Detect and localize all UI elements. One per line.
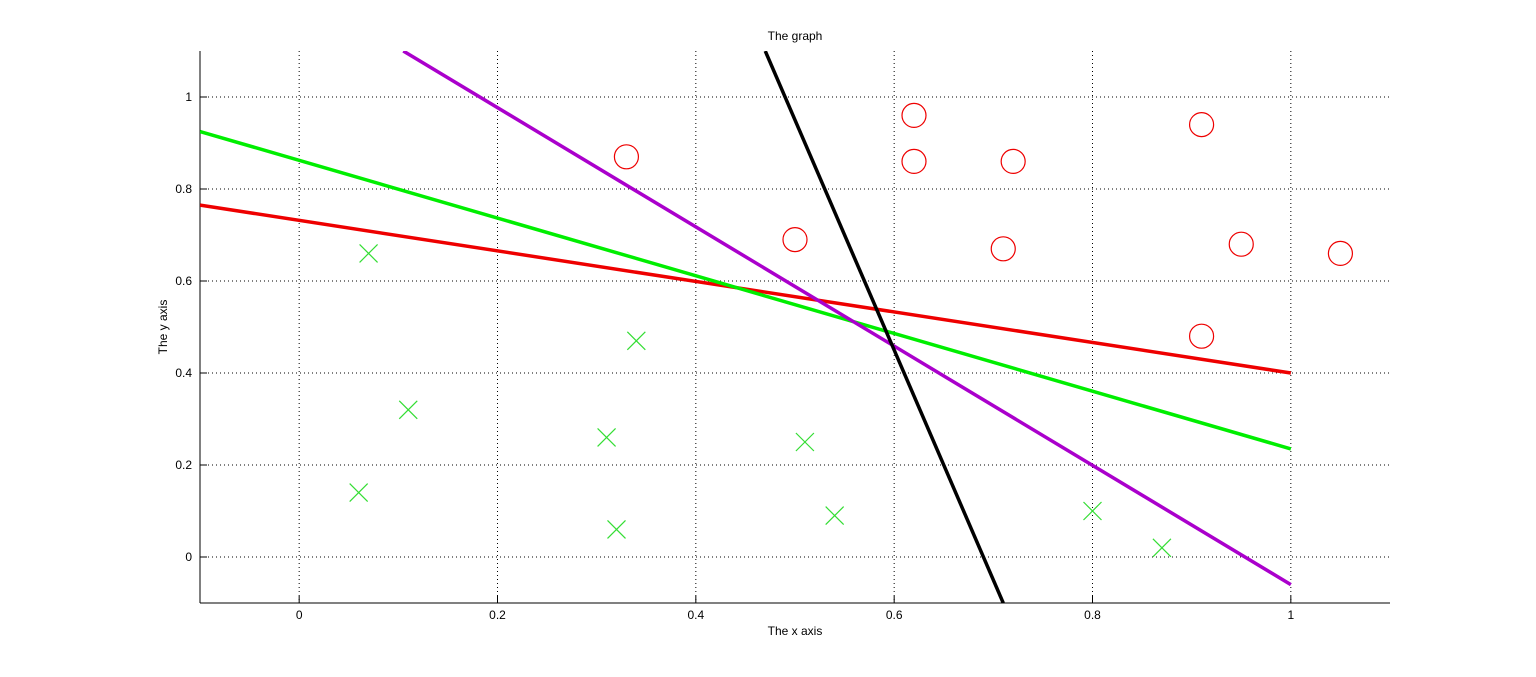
circle-point: [901, 148, 927, 174]
ticks: 0 0.2 0.4 0.6 0.8 1 0 0.2 0.4 0.6 0.8 1: [175, 90, 1294, 622]
y-tick-label: 0.4: [175, 366, 192, 380]
markers: [349, 102, 1354, 558]
y-tick-label: 0.2: [175, 458, 192, 472]
cross-stroke: [349, 483, 369, 503]
cross-stroke: [795, 432, 815, 452]
circle-point: [1188, 111, 1215, 138]
x-axis-label: The x axis: [768, 624, 823, 638]
cross-stroke: [359, 243, 379, 263]
cross-stroke: [1083, 501, 1102, 521]
cross-point: [1083, 501, 1102, 521]
axes: [199, 51, 1390, 604]
x-tick-label: 0.4: [687, 608, 704, 622]
circle-point: [1000, 148, 1026, 174]
cross-point: [349, 483, 369, 503]
series-line: [763, 51, 1005, 603]
chart-title: The graph: [768, 29, 823, 43]
circle-point: [990, 236, 1016, 262]
cross-point: [626, 331, 646, 351]
x-tick-label: 1: [1287, 608, 1294, 622]
circle-point: [1188, 323, 1215, 349]
cross-point: [825, 506, 845, 526]
cross-point: [795, 432, 815, 452]
x-tick-label: 0.6: [886, 608, 903, 622]
x-tick-label: 0: [296, 608, 303, 622]
x-tick-label: 0.8: [1084, 608, 1101, 622]
cross-stroke: [398, 400, 418, 420]
circle-point: [613, 144, 640, 170]
cross-point: [1152, 538, 1172, 558]
decision-lines: [200, 51, 1292, 603]
circle-point: [1327, 240, 1354, 266]
y-tick-label: 0.8: [175, 182, 192, 196]
y-axis-label: The y axis: [156, 300, 170, 355]
series-line: [200, 129, 1292, 451]
circle-point: [782, 227, 808, 253]
circle-point: [901, 102, 927, 129]
cross-point: [607, 519, 626, 539]
x-tick-label: 0.2: [489, 608, 506, 622]
cross-stroke: [626, 331, 646, 351]
y-tick-label: 1: [185, 90, 192, 104]
cross-point: [398, 400, 418, 420]
cross-stroke: [597, 427, 617, 447]
series-line: [402, 51, 1292, 587]
y-tick-label: 0: [185, 550, 192, 564]
circle-point: [1228, 231, 1254, 257]
cross-stroke: [825, 506, 845, 526]
plot-area: [200, 51, 1390, 603]
cross-point: [597, 427, 617, 447]
y-tick-label: 0.6: [175, 274, 192, 288]
grid: [200, 51, 1390, 603]
cross-point: [359, 243, 379, 263]
cross-stroke: [607, 519, 626, 539]
cross-stroke: [1152, 538, 1172, 558]
